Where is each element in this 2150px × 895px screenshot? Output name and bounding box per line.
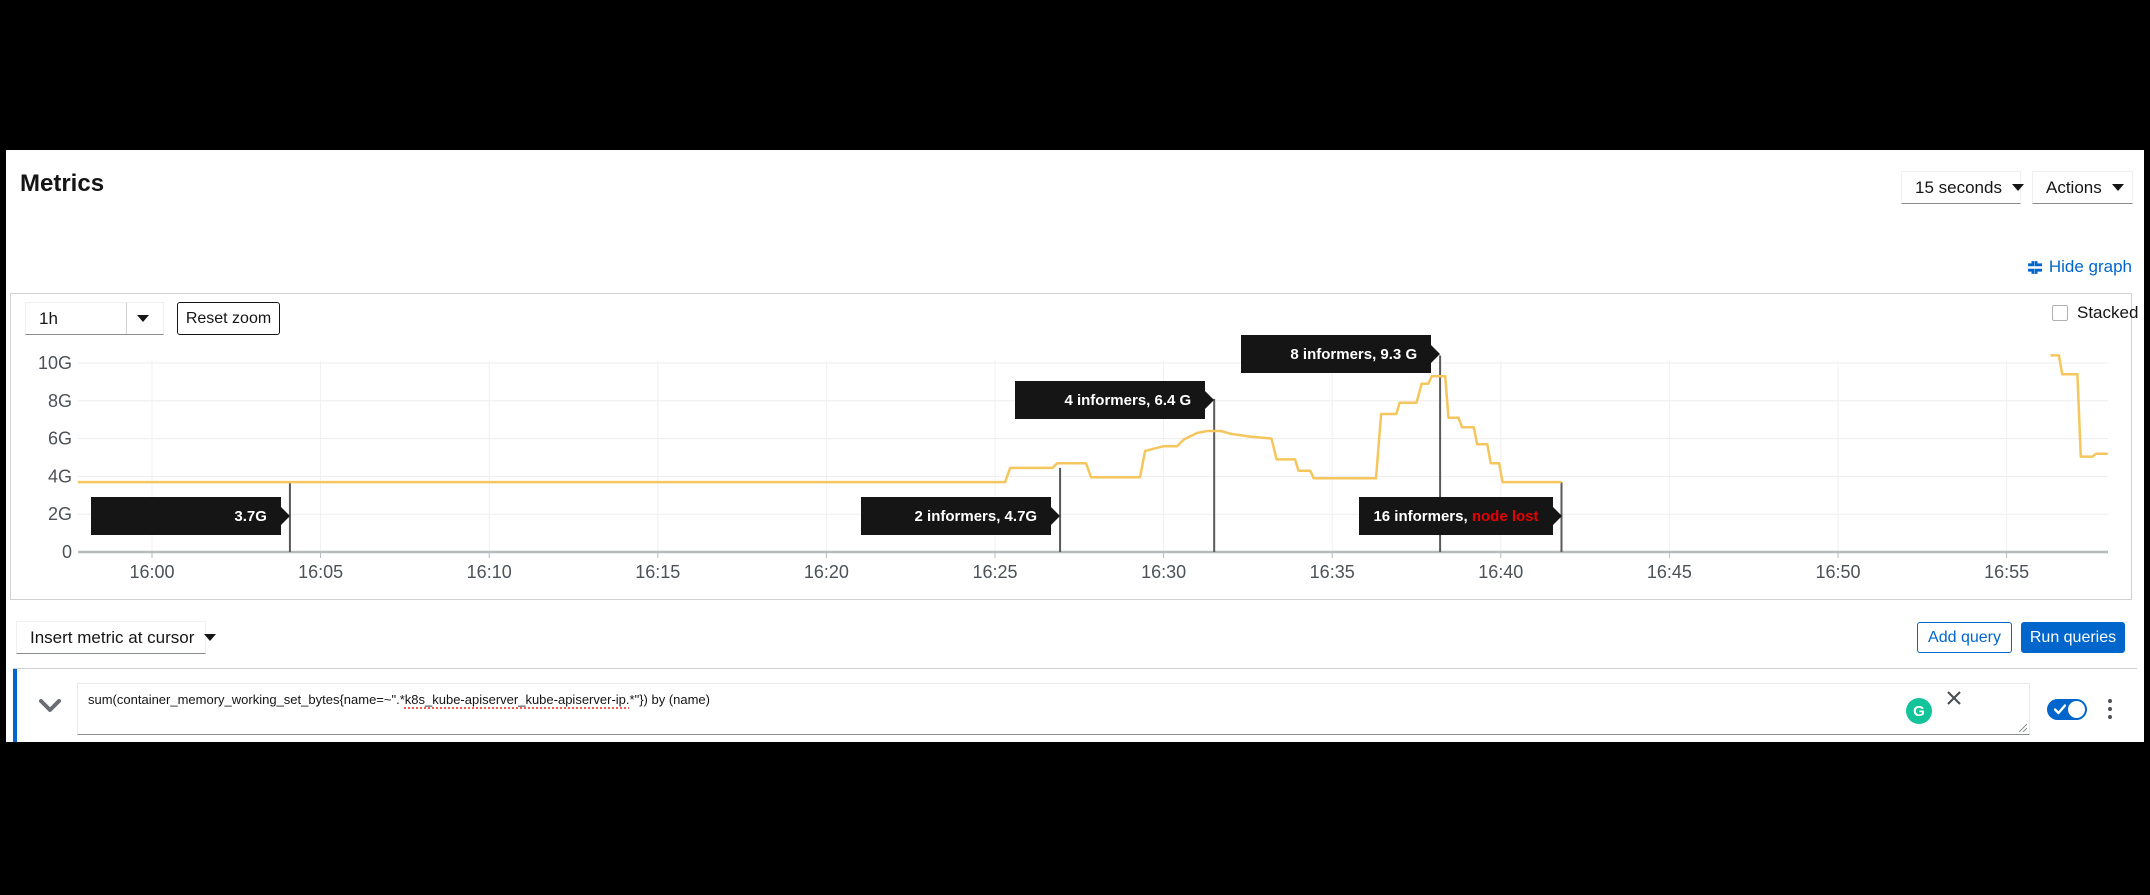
grammarly-icon[interactable]: G [1906, 698, 1932, 724]
query-text: sum(container_memory_working_set_bytes{n… [88, 692, 405, 707]
stacked-control: Stacked [2052, 303, 2138, 323]
chevron-down-icon [2111, 184, 2124, 191]
page-title: Metrics [20, 170, 105, 197]
select-divider [126, 303, 127, 334]
close-icon[interactable] [1946, 690, 1962, 706]
add-query-button[interactable]: Add query [1917, 622, 2012, 653]
refresh-interval-value: 15 seconds [1915, 177, 2002, 197]
stacked-checkbox[interactable] [2052, 305, 2068, 321]
refresh-interval-select[interactable]: 15 seconds [1901, 171, 2024, 204]
query-row: sum(container_memory_working_set_bytes{n… [13, 668, 2137, 742]
query-enabled-toggle[interactable] [2047, 699, 2087, 720]
chart-tooltip: 2 informers, 4.7G [861, 497, 1052, 535]
chevron-down-icon [137, 315, 149, 322]
insert-metric-label: Insert metric at cursor [30, 627, 195, 647]
chart-tooltip: 8 informers, 9.3 G [1241, 335, 1432, 373]
hide-graph-label: Hide graph [2048, 257, 2132, 276]
chart-tooltip: 4 informers, 6.4 G [1015, 381, 1206, 419]
query-text-misspelled: k8s_kube-apiserver_kube-apiserver-ip. [404, 692, 630, 707]
kebab-menu[interactable] [2100, 693, 2120, 725]
chart-tooltip: 3.7G [90, 497, 281, 535]
actions-label: Actions [2046, 177, 2102, 197]
query-input[interactable]: sum(container_memory_working_set_bytes{n… [77, 683, 2030, 735]
actions-dropdown[interactable]: Actions [2032, 171, 2133, 204]
collapse-query-chevron-icon[interactable] [39, 699, 61, 713]
compress-icon [2027, 260, 2042, 274]
stacked-label: Stacked [2077, 303, 2139, 322]
resize-handle[interactable] [2017, 722, 2027, 732]
hide-graph-link[interactable]: Hide graph [2027, 257, 2132, 277]
chevron-down-icon [204, 634, 217, 641]
chart-tooltip: 16 informers, node lost [1359, 497, 1553, 535]
query-text: *"}) by (name) [629, 692, 710, 707]
query-accent-bar [13, 669, 17, 742]
toggle-knob [2068, 701, 2085, 718]
metrics-page: Metrics 15 seconds Actions Hide graph 1h… [6, 150, 2144, 742]
check-icon [2054, 704, 2066, 715]
timespan-value: 1h [39, 308, 58, 328]
insert-metric-select[interactable]: Insert metric at cursor [16, 621, 217, 654]
reset-zoom-button[interactable]: Reset zoom [177, 302, 280, 335]
chevron-down-icon [2011, 184, 2024, 191]
timespan-select[interactable]: 1h [25, 302, 164, 335]
run-queries-button[interactable]: Run queries [2021, 622, 2125, 653]
